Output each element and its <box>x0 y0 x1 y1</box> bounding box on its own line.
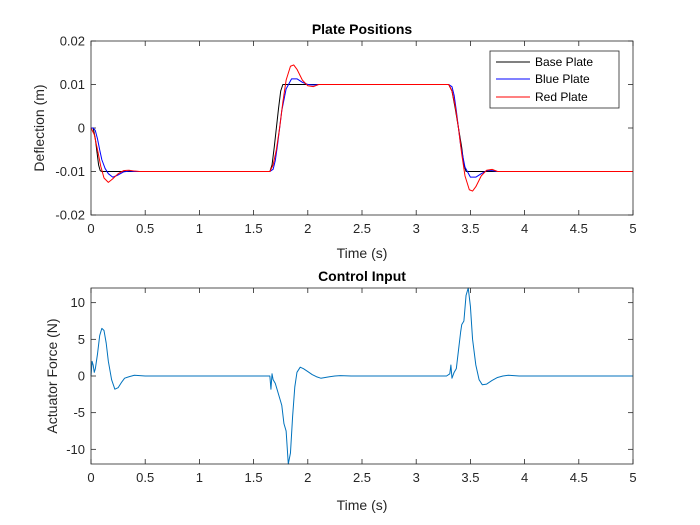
series-line-blue-plate <box>91 78 633 178</box>
control-input-ylabel: Actuator Force (N) <box>44 318 60 433</box>
y-tick-label: -0.02 <box>55 208 85 223</box>
x-tick-label: 4 <box>521 221 528 236</box>
y-tick-label: 5 <box>78 332 85 347</box>
x-tick-label: 4.5 <box>570 470 588 485</box>
x-tick-label: 1 <box>196 470 203 485</box>
plate-positions-x-ticks: 0 0.5 1 1.5 2 2.5 3 3.5 4 4.5 5 <box>87 41 637 236</box>
plate-positions-axes-box <box>90 40 634 216</box>
y-tick-label: -0.01 <box>55 164 85 179</box>
series-line-0 <box>90 287 633 465</box>
y-tick-label: 0 <box>78 121 85 136</box>
x-tick-label: 2 <box>304 221 311 236</box>
control-input-plot: Control Input Time (s) Actuator Force (N… <box>44 268 637 513</box>
x-tick-label: 1.5 <box>245 221 263 236</box>
control-input-lines <box>90 287 633 465</box>
x-tick-label: 4 <box>521 470 528 485</box>
x-tick-label: 3 <box>413 221 420 236</box>
x-tick-label: 5 <box>629 470 636 485</box>
y-tick-label: -5 <box>73 405 85 420</box>
plate-positions-y-ticks: -0.02 -0.01 0 0.01 0.02 <box>55 34 633 223</box>
control-input-xlabel: Time (s) <box>337 497 388 513</box>
x-tick-label: 2.5 <box>353 221 371 236</box>
x-tick-label: 3.5 <box>461 221 479 236</box>
plate-positions-title: Plate Positions <box>312 21 413 37</box>
x-tick-label: 2.5 <box>353 470 371 485</box>
x-tick-label: 1.5 <box>245 470 263 485</box>
legend: Base Plate Blue Plate Red Plate <box>489 50 620 109</box>
x-tick-label: 0 <box>87 470 94 485</box>
y-tick-label: 0.01 <box>60 77 85 92</box>
x-tick-label: 5 <box>629 221 636 236</box>
legend-label-blue-plate: Blue Plate <box>535 72 590 86</box>
legend-label-red-plate: Red Plate <box>535 90 588 104</box>
x-tick-label: 0 <box>87 221 94 236</box>
x-tick-label: 1 <box>196 221 203 236</box>
plate-positions-lines <box>90 64 633 192</box>
plate-positions-xlabel: Time (s) <box>337 245 388 261</box>
x-tick-label: 2 <box>304 470 311 485</box>
y-tick-label: 0.02 <box>60 34 85 49</box>
y-tick-label: 10 <box>71 295 85 310</box>
legend-label-base-plate: Base Plate <box>535 55 593 69</box>
plate-positions-ylabel: Deflection (m) <box>31 84 47 171</box>
control-input-title: Control Input <box>318 268 406 284</box>
x-tick-label: 3 <box>413 470 420 485</box>
control-input-axes-box <box>90 287 634 465</box>
x-tick-label: 0.5 <box>136 221 154 236</box>
control-input-x-ticks: 0 0.5 1 1.5 2 2.5 3 3.5 4 4.5 5 <box>87 288 637 485</box>
y-tick-label: 0 <box>78 369 85 384</box>
x-tick-label: 4.5 <box>570 221 588 236</box>
x-tick-label: 0.5 <box>136 470 154 485</box>
y-tick-label: -10 <box>66 442 85 457</box>
series-line-red-plate <box>90 64 633 192</box>
plate-positions-plot: Plate Positions Time (s) Deflection (m) … <box>31 21 637 261</box>
x-tick-label: 3.5 <box>461 470 479 485</box>
